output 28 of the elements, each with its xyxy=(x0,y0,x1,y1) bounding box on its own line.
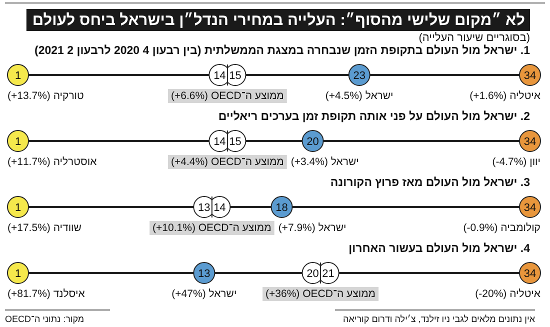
data-label: 18 xyxy=(276,202,288,214)
data-label: 34 xyxy=(524,202,536,214)
data-label: 23 xyxy=(353,70,366,82)
data-label: 34 xyxy=(524,268,536,280)
text: אין נתונים מלאים לגבי ניו זילנד, צ׳ילה ודרום קוריאה xyxy=(343,314,536,324)
data-label: 1 xyxy=(14,268,22,280)
data-label: 1 xyxy=(14,70,22,82)
text: 1. ישראל מול העולם בתקופת הזמן שנבחרה במצגת הממשלתית (בין רבעון 4 2020 לרבעון 2 2021) xyxy=(34,44,531,57)
data-label: 15 xyxy=(229,70,242,82)
data-label: 1 xyxy=(14,136,22,148)
data-label: 21 xyxy=(322,268,334,280)
data-label: 14 xyxy=(214,70,226,82)
data-label: 13 xyxy=(198,202,210,214)
data-label: 14 xyxy=(214,202,226,214)
text: 2. ישראל מול העולם על פני אותה תקופת זמן בערכים ריאליים xyxy=(218,110,530,123)
text: לא ״מקום שלישי מהסוף״: העלייה במחירי הנדל״ן בישראל ביחס לעולם xyxy=(32,12,526,29)
text: (בסוגריים שיעור העלייה) xyxy=(418,32,530,44)
data-label: 13 xyxy=(198,268,210,280)
data-label: 1 xyxy=(14,202,22,214)
data-label: 14 xyxy=(214,136,226,148)
text: 3. ישראל מול העולם מאז פרוץ הקורונה xyxy=(330,176,530,189)
data-label: 20 xyxy=(306,136,319,148)
data-label: 34 xyxy=(524,136,536,148)
text: 4. ישראל מול העולם בעשור האחרון xyxy=(348,242,531,255)
data-label: 15 xyxy=(229,136,242,148)
data-label: 20 xyxy=(306,268,319,280)
data-label: 34 xyxy=(524,70,536,82)
text: מקור: נתוני ה־OECD xyxy=(5,314,84,324)
